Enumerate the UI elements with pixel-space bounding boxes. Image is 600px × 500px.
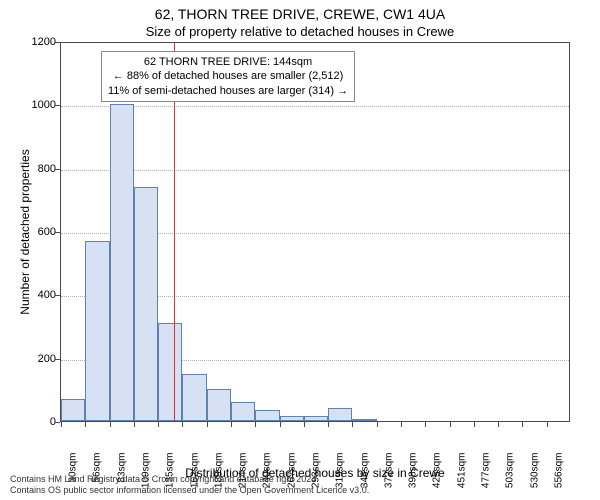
y-tick-label: 1000 [32,99,56,111]
y-tick-mark [55,295,60,296]
y-tick-mark [55,105,60,106]
histogram-bar [328,408,352,421]
x-tick-mark [522,422,523,427]
plot-area: 62 THORN TREE DRIVE: 144sqm← 88% of deta… [60,42,570,422]
annotation-box: 62 THORN TREE DRIVE: 144sqm← 88% of deta… [101,51,355,102]
x-tick-mark [255,422,256,427]
gridline [61,106,569,107]
y-tick-mark [55,42,60,43]
histogram-bar [158,323,182,421]
x-tick-mark [280,422,281,427]
x-tick-mark [231,422,232,427]
x-tick-mark [134,422,135,427]
footer-attribution: Contains HM Land Registry data © Crown c… [10,474,369,496]
x-tick-mark [110,422,111,427]
annotation-line: 11% of semi-detached houses are larger (… [108,84,348,98]
histogram-bar [182,374,206,422]
y-tick-mark [55,422,60,423]
histogram-bar [85,241,109,422]
y-tick-label: 1200 [32,36,56,48]
annotation-line: ← 88% of detached houses are smaller (2,… [108,69,348,83]
y-axis-label: Number of detached properties [18,142,32,322]
histogram-bar [255,410,279,421]
annotation-line: 62 THORN TREE DRIVE: 144sqm [108,55,348,69]
x-tick-mark [304,422,305,427]
y-tick-mark [55,232,60,233]
x-tick-mark [377,422,378,427]
x-tick-mark [425,422,426,427]
x-tick-mark [450,422,451,427]
x-tick-mark [498,422,499,427]
chart-area: 62 THORN TREE DRIVE: 144sqm← 88% of deta… [60,42,570,422]
x-tick-mark [158,422,159,427]
histogram-bar [134,187,158,421]
histogram-bar [304,416,328,421]
page-subtitle: Size of property relative to detached ho… [0,22,600,43]
x-tick-mark [207,422,208,427]
histogram-bar [110,104,134,421]
histogram-bar [61,399,85,421]
histogram-bar [280,416,304,421]
y-tick-label: 400 [38,289,56,301]
x-tick-mark [547,422,548,427]
histogram-bar [231,402,255,421]
x-tick-mark [401,422,402,427]
y-tick-label: 200 [38,353,56,365]
x-tick-mark [182,422,183,427]
x-tick-mark [352,422,353,427]
x-tick-mark [61,422,62,427]
histogram-bar [207,389,231,421]
gridline [61,170,569,171]
y-tick-mark [55,169,60,170]
y-tick-mark [55,359,60,360]
histogram-bar [352,419,376,421]
footer-line2: Contains OS public sector information li… [10,485,369,496]
x-tick-mark [328,422,329,427]
y-tick-label: 600 [38,226,56,238]
footer-line1: Contains HM Land Registry data © Crown c… [10,474,369,485]
x-tick-mark [474,422,475,427]
page-title: 62, THORN TREE DRIVE, CREWE, CW1 4UA [0,0,600,22]
x-tick-mark [85,422,86,427]
y-tick-label: 800 [38,163,56,175]
